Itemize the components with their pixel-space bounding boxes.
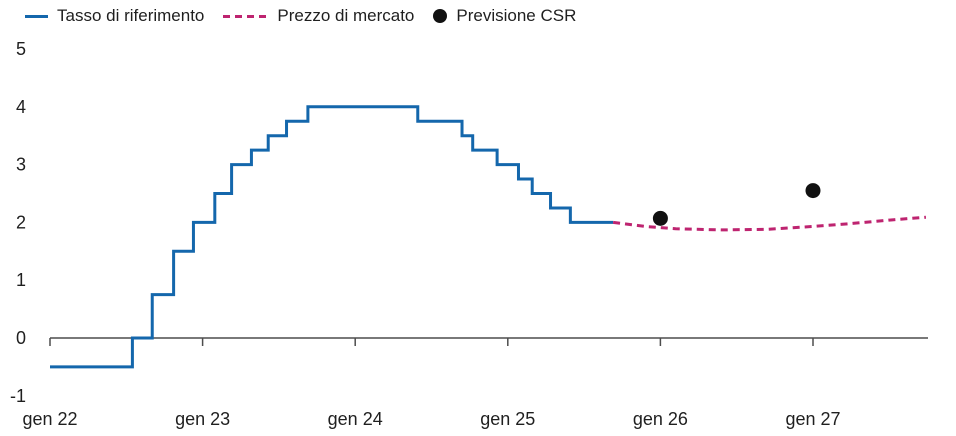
csr-forecast-dot	[805, 183, 821, 199]
market-price-dashed-line	[612, 215, 927, 232]
y-axis-tick-label: 4	[16, 97, 26, 117]
csr-forecast-dot	[652, 210, 668, 226]
x-axis-tick-label: gen 27	[785, 409, 840, 429]
dashed-line-swatch-icon	[223, 14, 269, 18]
x-axis-tick-label: gen 25	[480, 409, 535, 429]
x-axis-tick-label: gen 23	[175, 409, 230, 429]
y-axis-tick-label: 3	[16, 155, 26, 175]
legend-label-csr-forecast: Previsione CSR	[456, 6, 577, 25]
legend-item-csr-forecast: Previsione CSR	[433, 6, 576, 26]
x-axis-tick-label: gen 22	[22, 409, 77, 429]
legend-label-reference-rate: Tasso di riferimento	[57, 6, 205, 25]
y-axis-tick-label: 0	[16, 328, 26, 348]
legend-item-reference-rate: Tasso di riferimento	[25, 6, 204, 26]
legend: Tasso di riferimento Prezzo di mercato P…	[25, 5, 576, 27]
dot-swatch-icon	[433, 9, 448, 23]
legend-item-market-price: Prezzo di mercato	[223, 6, 414, 26]
y-axis-tick-label: 2	[16, 212, 26, 232]
solid-line-swatch-icon	[25, 14, 48, 18]
y-axis-tick-label: 1	[16, 270, 26, 290]
legend-label-market-price: Prezzo di mercato	[277, 6, 415, 25]
y-axis-tick-label: 5	[16, 39, 26, 59]
y-axis-tick-label: -1	[10, 386, 26, 406]
x-axis-tick-label: gen 24	[328, 409, 383, 429]
reference-rate-step-line	[50, 105, 614, 369]
x-axis-tick-label: gen 26	[633, 409, 688, 429]
